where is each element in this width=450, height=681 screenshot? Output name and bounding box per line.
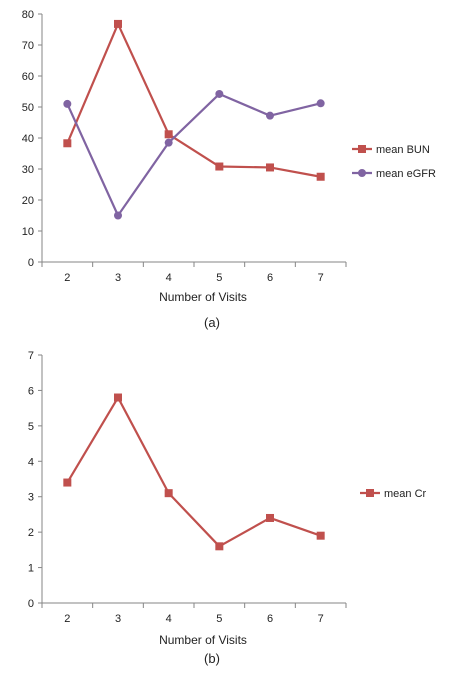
data-point (316, 99, 325, 108)
y-tick-label: 30 (22, 164, 34, 176)
y-tick-label: 10 (22, 226, 34, 238)
series-mean-bun (63, 19, 325, 181)
x-axis-title: Number of Visits (159, 633, 247, 647)
data-point (63, 478, 72, 487)
y-tick-label: 20 (22, 195, 34, 207)
y-tick-label: 80 (22, 9, 34, 21)
data-point (316, 531, 325, 540)
data-point (164, 130, 173, 139)
y-tick-label: 50 (22, 102, 34, 114)
series-line (66, 396, 322, 548)
legend-label: mean Cr (384, 488, 427, 500)
y-tick-label: 4 (28, 456, 34, 468)
x-tick-label: 4 (166, 613, 172, 625)
x-tick-label: 2 (64, 613, 70, 625)
y-tick-label: 0 (28, 598, 34, 610)
data-point (114, 393, 122, 402)
legend-label: mean BUN (376, 144, 430, 156)
legend-entry: mean Cr (360, 488, 427, 500)
legend-label: mean eGFR (376, 168, 436, 180)
data-point (215, 542, 224, 551)
y-tick-label: 5 (28, 421, 34, 433)
legend-marker (366, 489, 374, 497)
y-tick-label: 1 (28, 563, 34, 575)
data-point (164, 138, 173, 147)
figure-caption: (a) (204, 315, 220, 330)
y-tick-label: 70 (22, 40, 34, 52)
y-tick-label: 2 (28, 527, 34, 539)
x-tick-label: 4 (166, 272, 172, 284)
series-mean-cr (63, 393, 325, 551)
data-point (114, 19, 122, 28)
y-tick-label: 6 (28, 385, 34, 397)
x-tick-label: 5 (216, 272, 222, 284)
x-tick-label: 7 (318, 272, 324, 284)
y-tick-label: 3 (28, 492, 34, 504)
data-point (266, 111, 274, 120)
data-point (316, 172, 325, 181)
data-point (63, 99, 72, 108)
series-line (66, 92, 321, 217)
y-tick-label: 60 (22, 71, 34, 83)
data-point (266, 513, 274, 522)
chart-1: 0 10 20 30 40 50 60 70 80 2 3 4 5 6 7 Number of Visits (… (22, 9, 436, 330)
x-tick-label: 3 (115, 613, 121, 625)
data-point (114, 211, 122, 220)
x-axis-title: Number of Visits (159, 290, 247, 304)
legend-entry: mean eGFR (352, 168, 436, 180)
data-point (215, 89, 224, 98)
x-tick-label: 3 (115, 272, 121, 284)
x-tick-label: 2 (64, 272, 70, 284)
data-point (266, 163, 274, 172)
legend-entry: mean BUN (352, 144, 430, 156)
y-tick-label: 7 (28, 350, 34, 362)
x-tick-label: 6 (267, 613, 273, 625)
x-tick-label: 7 (318, 613, 324, 625)
chart-2: 0 1 2 3 4 5 6 7 2 3 4 5 6 7 Number of Visits (b) mean Cr (28, 350, 427, 666)
legend-marker (358, 145, 366, 153)
y-tick-label: 40 (22, 133, 34, 145)
series-line (66, 22, 321, 178)
y-tick-label: 0 (28, 257, 34, 269)
x-tick-label: 5 (216, 613, 222, 625)
data-point (63, 139, 72, 148)
x-tick-label: 6 (267, 272, 273, 284)
data-point (215, 162, 224, 171)
figure-caption: (b) (204, 651, 220, 666)
series-mean-egfr (63, 89, 325, 220)
data-point (164, 489, 173, 498)
legend-marker (358, 169, 366, 177)
